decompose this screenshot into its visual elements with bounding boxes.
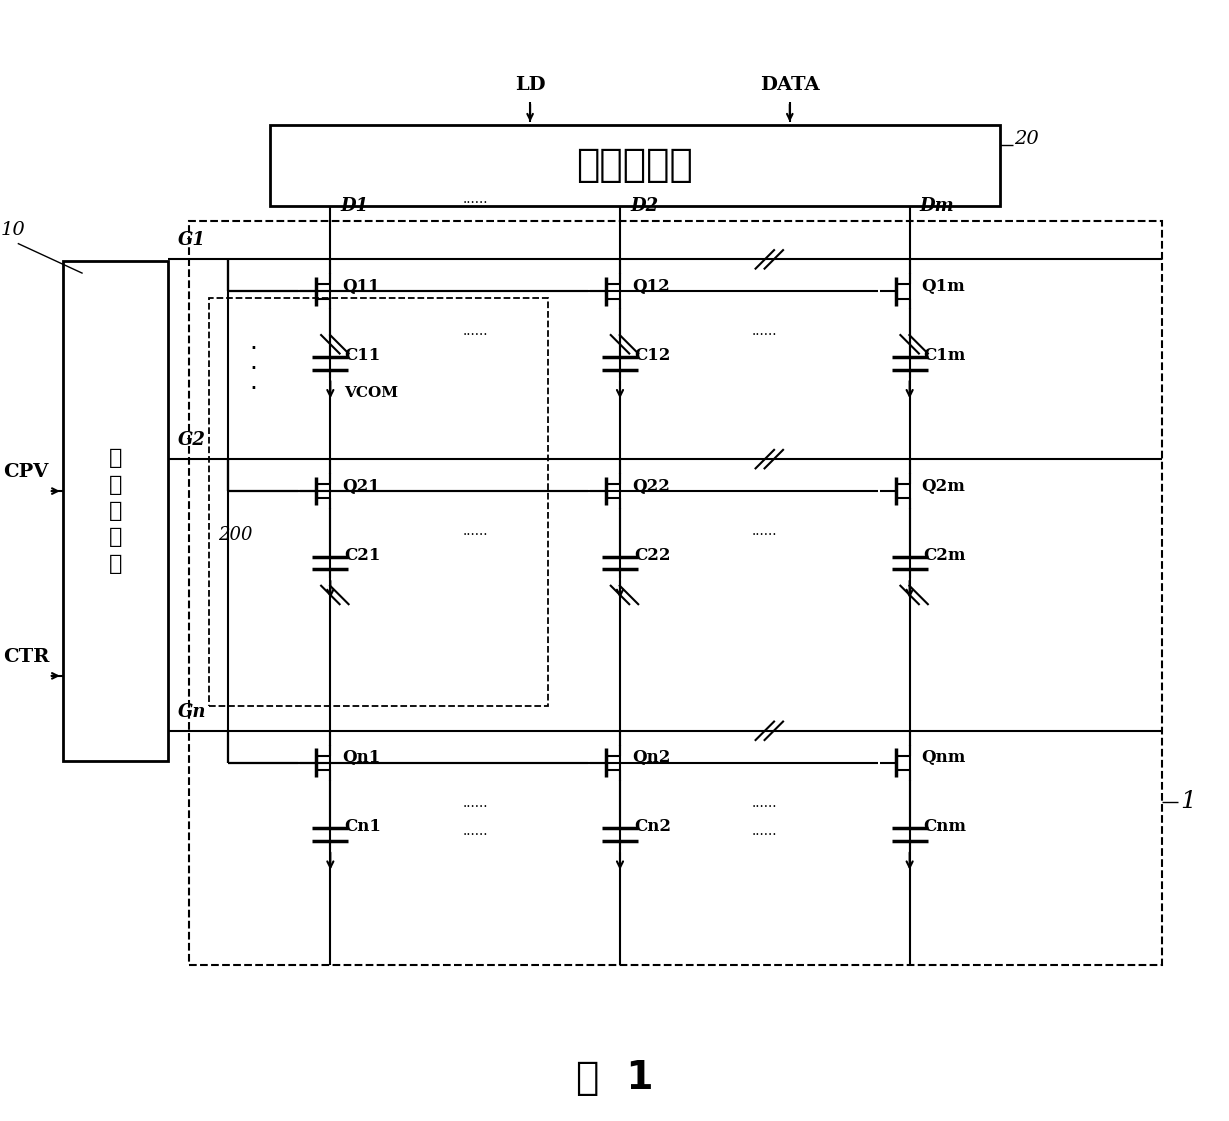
Text: G2: G2 [177, 432, 205, 450]
Text: C12: C12 [634, 346, 670, 363]
Text: 10: 10 [1, 222, 26, 240]
Text: CTR: CTR [2, 648, 49, 666]
Text: C11: C11 [344, 346, 381, 363]
Text: Q11: Q11 [343, 278, 380, 295]
Text: Gn: Gn [177, 703, 206, 721]
Text: ......: ...... [462, 193, 488, 206]
Text: ......: ...... [462, 824, 488, 837]
Text: VCOM: VCOM [344, 387, 398, 400]
Text: ......: ...... [752, 324, 778, 339]
Text: Qn2: Qn2 [632, 749, 670, 767]
Text: ·: · [249, 377, 257, 401]
Text: Q22: Q22 [632, 478, 670, 494]
Text: Qn1: Qn1 [343, 749, 381, 767]
Text: ......: ...... [752, 524, 778, 538]
Text: Cnm: Cnm [924, 818, 967, 835]
Text: ·: · [249, 337, 257, 361]
Text: G1: G1 [177, 231, 205, 249]
Text: 20: 20 [1014, 130, 1040, 148]
Text: Cn1: Cn1 [344, 818, 381, 835]
Text: 1: 1 [1180, 790, 1196, 814]
Text: LD: LD [515, 75, 546, 93]
Text: ......: ...... [462, 324, 488, 339]
Bar [188, 222, 1163, 965]
Text: Cn2: Cn2 [634, 818, 671, 835]
Text: Qnm: Qnm [922, 749, 966, 767]
Text: C21: C21 [344, 547, 381, 564]
Bar [209, 298, 548, 706]
Text: ......: ...... [462, 524, 488, 538]
Text: 数据驱动器: 数据驱动器 [576, 147, 693, 185]
Bar [63, 261, 167, 761]
Text: 图  1: 图 1 [575, 1059, 654, 1097]
Text: Q2m: Q2m [922, 478, 966, 494]
Text: ......: ...... [752, 796, 778, 809]
Text: ......: ...... [462, 796, 488, 809]
Bar [270, 124, 999, 206]
Text: C22: C22 [634, 547, 671, 564]
Text: ......: ...... [752, 824, 778, 837]
Text: D2: D2 [630, 197, 658, 215]
Text: Dm: Dm [919, 197, 954, 215]
Text: ·: · [249, 358, 257, 381]
Text: C2m: C2m [924, 547, 966, 564]
Text: C1m: C1m [924, 346, 966, 363]
Text: D1: D1 [340, 197, 369, 215]
Text: 200: 200 [219, 526, 253, 544]
Text: Q21: Q21 [343, 478, 380, 494]
Text: Q1m: Q1m [922, 278, 965, 295]
Text: Q12: Q12 [632, 278, 670, 295]
Text: CPV: CPV [2, 463, 48, 481]
Text: 扫
描
驱
动
器: 扫 描 驱 动 器 [108, 448, 122, 574]
Text: DATA: DATA [760, 75, 820, 93]
